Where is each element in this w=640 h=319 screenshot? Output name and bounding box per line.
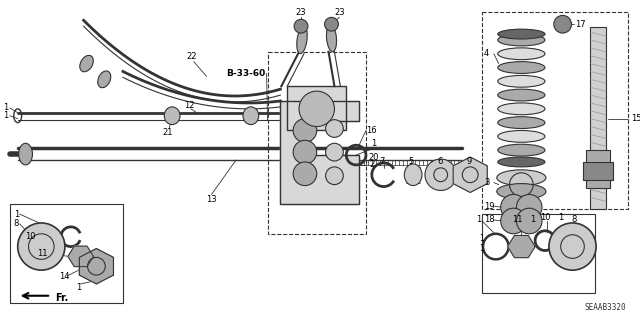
Text: SEAAB3320: SEAAB3320 xyxy=(584,303,626,313)
Text: 12: 12 xyxy=(184,101,194,110)
Ellipse shape xyxy=(297,26,307,54)
Circle shape xyxy=(299,91,335,127)
Ellipse shape xyxy=(404,164,422,186)
Text: 1: 1 xyxy=(76,283,81,293)
Text: 1: 1 xyxy=(476,214,481,224)
Text: 17: 17 xyxy=(575,20,586,29)
Ellipse shape xyxy=(498,144,545,156)
Polygon shape xyxy=(79,249,113,284)
Text: 21: 21 xyxy=(162,128,172,137)
Bar xyxy=(268,52,366,234)
Circle shape xyxy=(516,208,542,234)
Text: 10: 10 xyxy=(540,212,550,222)
Ellipse shape xyxy=(498,117,545,129)
Text: 8: 8 xyxy=(14,219,19,228)
Circle shape xyxy=(294,19,308,33)
Ellipse shape xyxy=(80,56,93,72)
Text: 18: 18 xyxy=(484,216,495,225)
Circle shape xyxy=(293,119,317,142)
Ellipse shape xyxy=(498,62,545,73)
Circle shape xyxy=(324,17,339,31)
Ellipse shape xyxy=(498,103,545,115)
Bar xyxy=(590,27,606,209)
Text: 11: 11 xyxy=(512,214,523,224)
Bar xyxy=(287,86,346,130)
Text: 11: 11 xyxy=(37,249,48,258)
Bar xyxy=(586,150,610,188)
Ellipse shape xyxy=(497,170,546,186)
Circle shape xyxy=(293,140,317,164)
Ellipse shape xyxy=(326,24,337,52)
Text: 3: 3 xyxy=(484,178,490,187)
Bar xyxy=(10,204,123,303)
Bar xyxy=(482,12,628,209)
Bar xyxy=(583,162,613,180)
Text: 5: 5 xyxy=(408,158,414,167)
Text: 10: 10 xyxy=(26,232,36,241)
Ellipse shape xyxy=(98,71,111,88)
Ellipse shape xyxy=(497,184,546,199)
Text: 6: 6 xyxy=(437,158,442,167)
Text: 15: 15 xyxy=(632,114,640,123)
Circle shape xyxy=(425,159,456,190)
Circle shape xyxy=(554,15,572,33)
Ellipse shape xyxy=(498,29,545,39)
Text: Fr.: Fr. xyxy=(55,293,68,303)
Circle shape xyxy=(293,162,317,186)
Circle shape xyxy=(18,223,65,270)
Polygon shape xyxy=(453,157,487,192)
Text: 9: 9 xyxy=(467,158,472,167)
Text: 23: 23 xyxy=(296,8,307,17)
Text: 13: 13 xyxy=(206,195,217,204)
Text: 19: 19 xyxy=(484,202,495,211)
Ellipse shape xyxy=(19,143,33,165)
Circle shape xyxy=(516,194,542,220)
Text: 4: 4 xyxy=(484,49,489,58)
Text: 1: 1 xyxy=(3,103,8,112)
Ellipse shape xyxy=(243,107,259,125)
Text: 23: 23 xyxy=(334,8,345,17)
Text: 14: 14 xyxy=(59,271,70,281)
Ellipse shape xyxy=(498,75,545,87)
Circle shape xyxy=(326,120,343,137)
Text: 22: 22 xyxy=(187,52,197,61)
Polygon shape xyxy=(280,101,359,204)
Bar xyxy=(482,214,595,293)
Text: 1: 1 xyxy=(558,212,563,222)
Text: 1: 1 xyxy=(3,111,8,120)
Polygon shape xyxy=(68,246,93,267)
Circle shape xyxy=(549,223,596,270)
Text: 1: 1 xyxy=(531,214,536,224)
Text: 1: 1 xyxy=(371,139,376,148)
Ellipse shape xyxy=(164,107,180,125)
Ellipse shape xyxy=(498,89,545,101)
Ellipse shape xyxy=(498,157,545,167)
Text: 16: 16 xyxy=(367,126,377,135)
Ellipse shape xyxy=(498,34,545,46)
Text: 1: 1 xyxy=(479,244,484,253)
Text: 2: 2 xyxy=(369,160,374,169)
Text: 7: 7 xyxy=(379,158,385,167)
Circle shape xyxy=(500,208,526,234)
Circle shape xyxy=(326,167,343,185)
Text: 1: 1 xyxy=(479,234,484,243)
Ellipse shape xyxy=(498,130,545,142)
Polygon shape xyxy=(508,235,535,258)
Circle shape xyxy=(500,194,526,220)
Ellipse shape xyxy=(498,48,545,60)
Text: 8: 8 xyxy=(572,214,577,224)
Circle shape xyxy=(326,143,343,161)
Text: 1: 1 xyxy=(14,210,19,219)
Text: B-33-60: B-33-60 xyxy=(227,69,266,78)
Text: 20: 20 xyxy=(369,152,379,161)
